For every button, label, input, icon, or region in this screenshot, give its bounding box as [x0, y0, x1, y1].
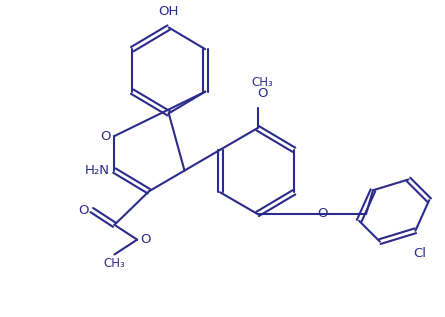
Text: O: O [100, 130, 110, 143]
Text: Cl: Cl [413, 247, 426, 260]
Text: CH₃: CH₃ [251, 76, 273, 89]
Text: O: O [140, 233, 150, 246]
Text: CH₃: CH₃ [104, 257, 125, 270]
Text: O: O [78, 204, 89, 217]
Text: OH: OH [158, 5, 179, 18]
Text: O: O [257, 87, 268, 100]
Text: O: O [317, 208, 328, 221]
Text: H₂N: H₂N [85, 164, 109, 177]
